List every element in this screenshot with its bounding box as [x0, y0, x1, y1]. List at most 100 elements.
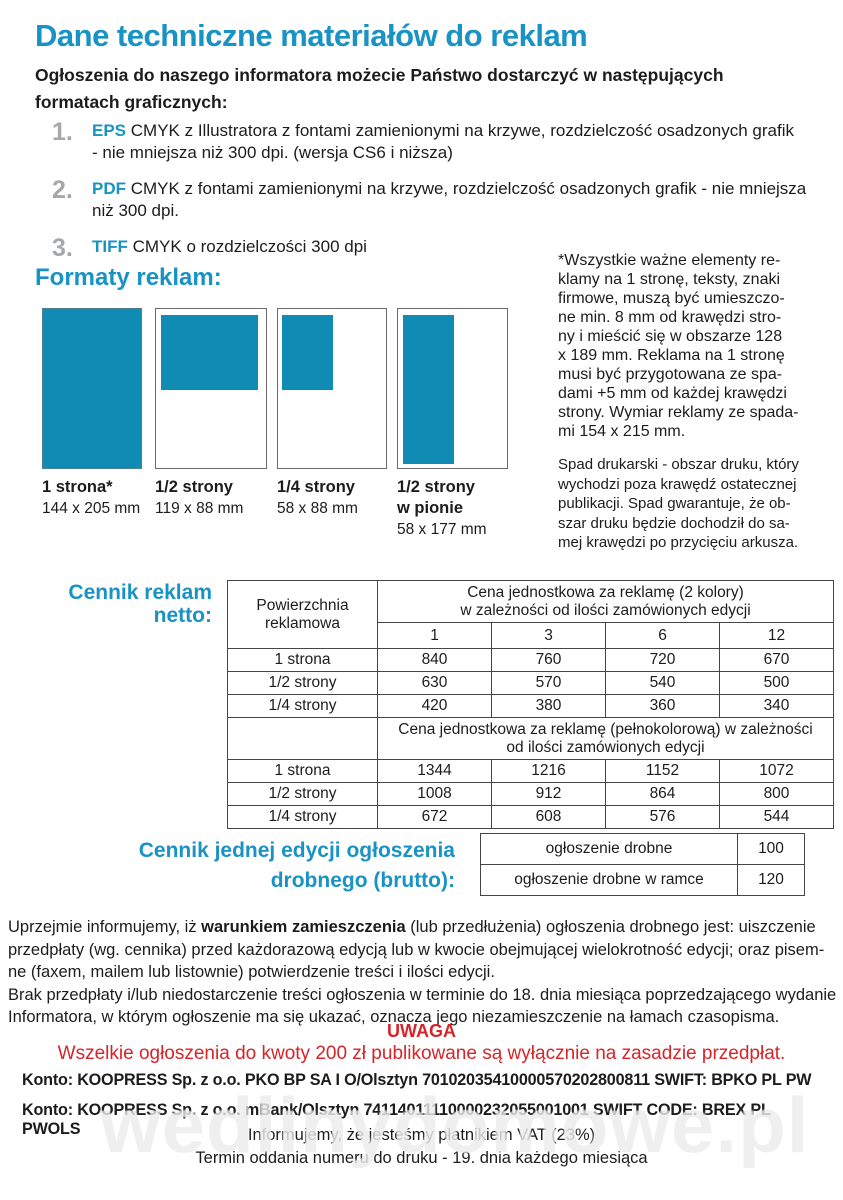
ad-format-box-quarter-page	[277, 308, 387, 469]
vat-note: Informujemy, że jesteśmy płatnikiem VAT …	[247, 1126, 596, 1144]
price-cell: 576	[605, 805, 720, 829]
table-row: 1 strona 1344 1216 1152 1072	[227, 759, 834, 783]
side-note-paragraph-1: *Wszystkie ważne elementy re- klamy na 1…	[558, 252, 799, 440]
small-ads-heading: Cennik jednej edycji ogłoszenia drobnego…	[138, 839, 455, 892]
ad-format-box-half-vertical	[397, 308, 508, 469]
price-cell: 570	[491, 671, 606, 695]
table-row: ogłoszenie drobne w ramce 120	[480, 864, 805, 896]
ad-format-label: 1 strona*	[42, 478, 113, 496]
ad-format-size: 144 x 205 mm	[42, 500, 141, 517]
file-format-name: EPS	[92, 121, 127, 140]
price-cell: 1344	[377, 759, 492, 783]
terms-text-2: Brak przedpłaty i/lub niedostarczenie tr…	[8, 985, 837, 1027]
price-cell: 670	[719, 648, 834, 672]
file-format-item-tiff: 3. TIFF CMYK o rozdzielczości 300 dpi	[52, 234, 820, 262]
bank-account-line-mbank: Konto: KOOPRESS Sp. z o.o. mBank/Olsztyn…	[22, 1101, 771, 1138]
row-label: 1/4 strony	[227, 805, 378, 829]
terms-text: Uprzejmie informujemy, iż	[8, 918, 202, 936]
ad-format-label: 1/2 strony	[155, 478, 233, 496]
price-cell: 540	[605, 671, 720, 695]
print-deadline-note: Termin oddania numeru do druku - 19. dni…	[195, 1149, 648, 1167]
side-note: *Wszystkie ważne elementy re- klamy na 1…	[558, 251, 836, 553]
small-ads-table: ogłoszenie drobne 100 ogłoszenie drobne …	[480, 833, 805, 896]
price-cell: 912	[491, 782, 606, 806]
file-format-description: PDF CMYK z fontami zamienionymi na krzyw…	[92, 178, 806, 222]
table-row: 1/4 strony 672 608 576 544	[227, 805, 834, 829]
edition-count: 6	[605, 622, 720, 649]
file-format-item-pdf: 2. PDF CMYK z fontami zamienionymi na kr…	[52, 178, 820, 222]
price-cell: 1216	[491, 759, 606, 783]
list-number: 2.	[52, 176, 73, 204]
ad-format-figure-half-page: 1/2 strony 119 x 88 mm	[155, 308, 267, 519]
file-format-list: 1. EPS CMYK z Illustratora z fontami zam…	[52, 120, 820, 274]
intro-text: Ogłoszenia do naszego informatora możeci…	[35, 65, 724, 112]
empty-cell	[227, 717, 378, 760]
table-row: 1 strona 840 760 720 670	[227, 648, 834, 672]
page-title: Dane techniczne materiałów do reklam	[35, 18, 588, 53]
ad-format-figure-half-vertical: 1/2 strony w pionie 58 x 177 mm	[397, 308, 508, 540]
ad-format-box-full-page	[42, 308, 142, 469]
ad-format-size: 119 x 88 mm	[155, 500, 244, 517]
edition-count: 1	[377, 622, 492, 649]
pricing-heading: Cennik reklam netto:	[68, 581, 212, 627]
price-cell: 630	[377, 671, 492, 695]
uwaga-heading: UWAGA	[387, 1021, 456, 1041]
row-label: ogłoszenie drobne	[480, 833, 738, 865]
price-cell: 840	[377, 648, 492, 672]
price-cell: 800	[719, 782, 834, 806]
price-cell: 672	[377, 805, 492, 829]
bank-account-line-pko: Konto: KOOPRESS Sp. z o.o. PKO BP SA I O…	[22, 1071, 812, 1089]
price-cell: 760	[491, 648, 606, 672]
file-format-name: TIFF	[92, 237, 128, 256]
file-format-name: PDF	[92, 179, 126, 198]
price-cell: 544	[719, 805, 834, 829]
row-label: 1 strona	[227, 648, 378, 672]
side-note-paragraph-2: Spad drukarski - obszar druku, który wyc…	[558, 456, 799, 551]
ad-formats-diagrams: 1 strona* 144 x 205 mm 1/2 strony 119 x …	[42, 308, 508, 540]
file-format-text: CMYK z fontami zamienionymi na krzywe, r…	[92, 179, 807, 220]
ad-format-figure-quarter-page: 1/4 strony 58 x 88 mm	[277, 308, 387, 519]
price-cell: 100	[737, 833, 805, 865]
ad-format-size: 58 x 88 mm	[277, 500, 358, 517]
terms-text: (lub przedłużenia) ogłoszenia drobnego j…	[8, 918, 825, 981]
ad-format-box-half-page	[155, 308, 267, 469]
ad-formats-heading: Formaty reklam:	[35, 264, 222, 291]
list-number: 1.	[52, 118, 73, 146]
row-label: 1/2 strony	[227, 671, 378, 695]
table-row: 1/2 strony 630 570 540 500	[227, 671, 834, 695]
ad-area-rect	[282, 315, 333, 390]
ad-area-rect	[161, 315, 258, 390]
price-cell: 340	[719, 694, 834, 718]
price-cell: 608	[491, 805, 606, 829]
ad-format-size: 58 x 177 mm	[397, 521, 487, 538]
pricing-col-header: Powierzchnia reklamowa	[227, 580, 378, 649]
price-cell: 1072	[719, 759, 834, 783]
terms-bold-text: warunkiem zamieszczenia	[201, 918, 406, 936]
price-cell: 360	[605, 694, 720, 718]
price-cell: 1008	[377, 782, 492, 806]
pricing-table: Powierzchnia reklamowa Cena jednostkowa …	[227, 580, 834, 829]
file-format-description: EPS CMYK z Illustratora z fontami zamien…	[92, 120, 794, 164]
ad-format-figure-full-page: 1 strona* 144 x 205 mm	[42, 308, 142, 519]
ad-format-label: 1/4 strony	[277, 478, 355, 496]
prepayment-notice: Wszelkie ogłoszenia do kwoty 200 zł publ…	[57, 1043, 786, 1064]
pricing-group2-header: Cena jednostkowa za reklamę (pełnokoloro…	[377, 717, 834, 760]
price-cell: 864	[605, 782, 720, 806]
price-cell: 720	[605, 648, 720, 672]
edition-count: 3	[491, 622, 606, 649]
table-row: 1/4 strony 420 380 360 340	[227, 694, 834, 718]
price-cell: 120	[737, 864, 805, 896]
row-label: 1 strona	[227, 759, 378, 783]
terms-paragraph: Uprzejmie informujemy, iż warunkiem zami…	[8, 916, 838, 1029]
ad-area-rect	[403, 315, 454, 464]
pricing-group1-header: Cena jednostkowa za reklamę (2 kolory) w…	[377, 580, 834, 623]
file-format-text: CMYK o rozdzielczości 300 dpi	[127, 237, 367, 256]
row-label: 1/4 strony	[227, 694, 378, 718]
table-row: ogłoszenie drobne 100	[480, 833, 805, 865]
list-number: 3.	[52, 234, 73, 262]
price-cell: 1152	[605, 759, 720, 783]
row-label: ogłoszenie drobne w ramce	[480, 864, 738, 896]
file-format-item-eps: 1. EPS CMYK z Illustratora z fontami zam…	[52, 120, 820, 164]
price-cell: 380	[491, 694, 606, 718]
